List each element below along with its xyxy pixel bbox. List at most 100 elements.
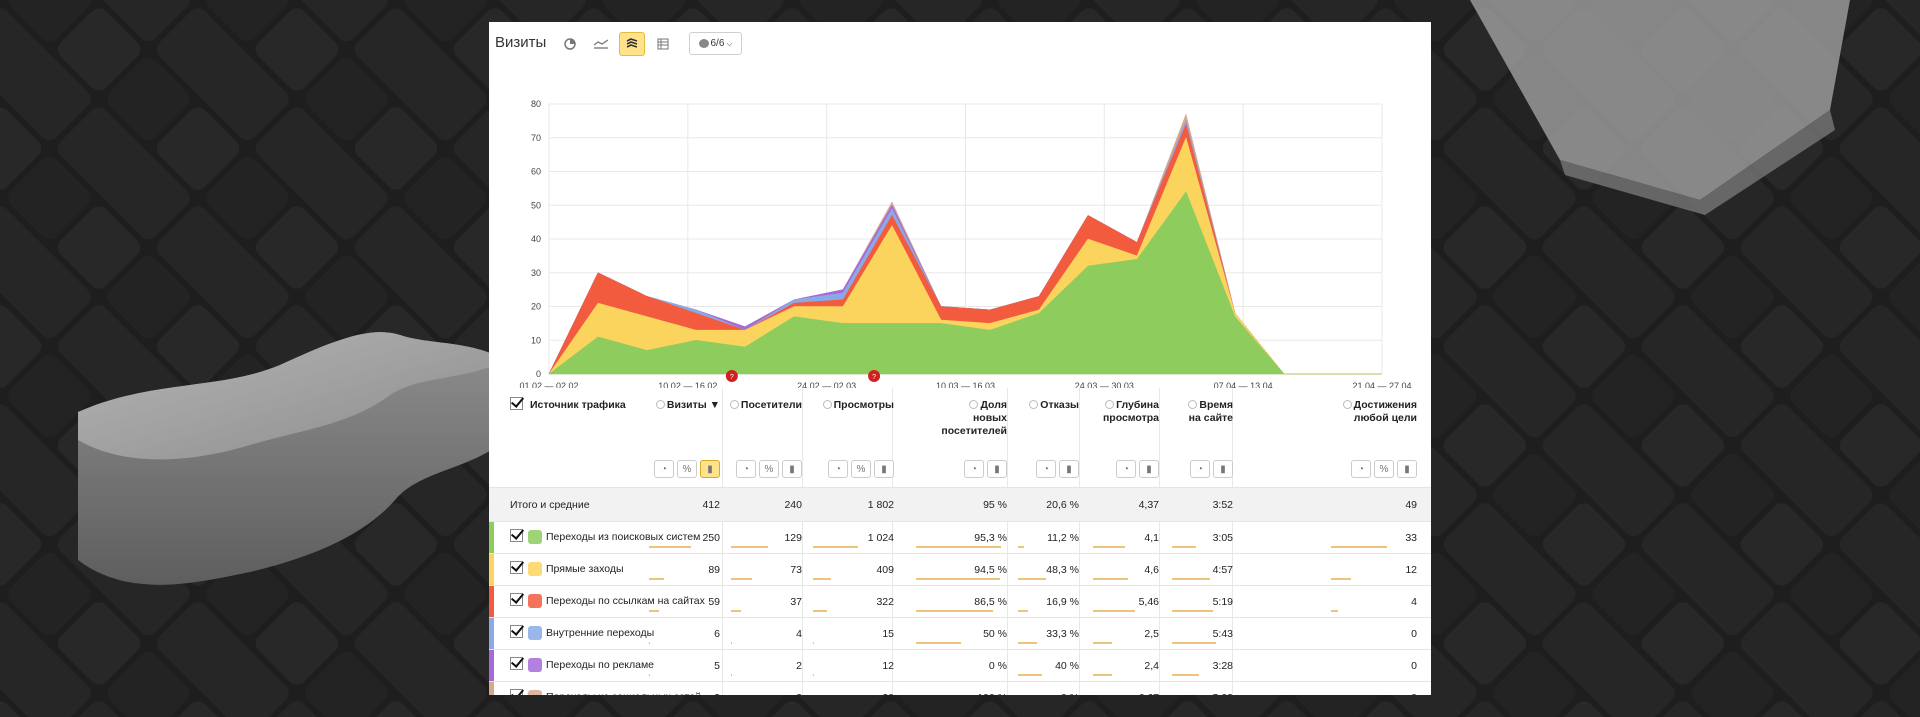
value-bar bbox=[1018, 642, 1037, 644]
row-cell: 2,5 bbox=[1144, 628, 1159, 640]
column-header-line: Отказы bbox=[1014, 399, 1079, 412]
column-view-switcher: ◔ ▮ bbox=[1190, 460, 1233, 478]
row-label[interactable]: Прямые заходы bbox=[546, 563, 624, 575]
row-checkbox[interactable] bbox=[510, 625, 523, 638]
row-cell: 2 bbox=[727, 692, 802, 695]
row-cell: 322 bbox=[876, 596, 894, 608]
row-checkbox[interactable] bbox=[510, 561, 523, 574]
percent-icon[interactable]: % bbox=[851, 460, 871, 478]
pie-chart-icon[interactable]: ◔ bbox=[964, 460, 984, 478]
column-header[interactable]: Визиты ▼ bbox=[645, 399, 720, 412]
value-bar bbox=[731, 578, 752, 580]
value-bar bbox=[649, 578, 664, 580]
row-cell: 129 bbox=[784, 532, 802, 544]
row-cell: 1 024 bbox=[867, 532, 894, 544]
bar-chart-icon[interactable]: ▮ bbox=[1397, 460, 1417, 478]
bar-chart-icon[interactable]: ▮ bbox=[1059, 460, 1079, 478]
y-tick-label: 0 bbox=[536, 369, 541, 379]
comment-marker-icon bbox=[725, 370, 738, 382]
row-cell: 12 bbox=[882, 660, 894, 672]
bar-chart-icon[interactable]: ▮ bbox=[987, 460, 1007, 478]
table-row[interactable]: Переходы из поисковых систем 250 129 1 024 9… bbox=[489, 521, 1431, 553]
column-separator bbox=[1007, 388, 1008, 695]
row-cell: 4 bbox=[1411, 596, 1417, 608]
select-all-checkbox[interactable] bbox=[510, 397, 523, 410]
column-header[interactable]: Посетители bbox=[727, 399, 802, 412]
link-icon bbox=[528, 594, 542, 608]
row-color-stripe bbox=[489, 586, 494, 617]
value-bar bbox=[649, 546, 691, 548]
ad-icon bbox=[528, 658, 542, 672]
percent-icon[interactable]: % bbox=[759, 460, 779, 478]
bar-chart-icon[interactable]: ▮ bbox=[700, 460, 720, 478]
row-label[interactable]: Переходы из поисковых систем bbox=[546, 531, 701, 543]
pie-chart-icon[interactable]: ◔ bbox=[1190, 460, 1210, 478]
percent-icon[interactable]: % bbox=[677, 460, 697, 478]
value-bar bbox=[1172, 674, 1199, 676]
column-header[interactable]: Отказы bbox=[1014, 399, 1079, 412]
line-chart-icon[interactable] bbox=[588, 32, 614, 56]
total-cell: 412 bbox=[702, 499, 720, 511]
row-cell: 6,67 bbox=[1089, 692, 1159, 695]
column-header[interactable]: Доля новых посетителей bbox=[912, 399, 1007, 438]
bar-chart-icon[interactable]: ▮ bbox=[1213, 460, 1233, 478]
paving-stone-photo bbox=[78, 332, 505, 585]
row-label[interactable]: Внутренние переходы bbox=[546, 627, 655, 639]
row-cell: 33,3 % bbox=[1046, 628, 1079, 640]
table-row[interactable]: Переходы из социальных сетей3 2 20 100 % 0 %… bbox=[489, 681, 1431, 695]
column-header-text: Просмотры bbox=[833, 399, 894, 411]
percent-icon[interactable]: % bbox=[1374, 460, 1394, 478]
pie-chart-icon[interactable]: ◔ bbox=[1351, 460, 1371, 478]
row-checkbox[interactable] bbox=[510, 529, 523, 542]
column-header-text: новых bbox=[972, 412, 1007, 424]
value-bar bbox=[916, 578, 1000, 580]
table-row[interactable]: Переходы по ссылкам на сайтах 59 37 322 86,5… bbox=[489, 585, 1431, 617]
row-checkbox[interactable] bbox=[510, 689, 523, 695]
table-view-icon[interactable] bbox=[650, 32, 676, 56]
row-cell: 0 % bbox=[1014, 692, 1079, 695]
table-row[interactable]: Переходы по рекламе 5 2 12 0 % 40 % 2,4 3:28 0 bbox=[489, 649, 1431, 681]
row-label[interactable]: Переходы по ссылкам на сайтах bbox=[546, 595, 705, 607]
pie-chart-icon[interactable]: ◔ bbox=[736, 460, 756, 478]
row-label[interactable]: Переходы по рекламе bbox=[546, 659, 655, 671]
row-cell: 40 % bbox=[1055, 660, 1079, 672]
pie-chart-icon[interactable]: ◔ bbox=[828, 460, 848, 478]
pie-chart-icon[interactable]: ◔ bbox=[1116, 460, 1136, 478]
pie-chart-icon-glyph: ◔ bbox=[970, 463, 978, 475]
value-bar bbox=[649, 642, 650, 644]
column-header[interactable]: Просмотры bbox=[809, 399, 894, 412]
row-checkbox[interactable] bbox=[510, 657, 523, 670]
bar-chart-icon[interactable]: ▮ bbox=[782, 460, 802, 478]
bar-chart-icon[interactable]: ▮ bbox=[1139, 460, 1159, 478]
value-bar bbox=[649, 674, 650, 676]
row-cell: 4:57 bbox=[1212, 564, 1233, 576]
row-cell: 59 bbox=[708, 596, 720, 608]
row-color-stripe bbox=[489, 618, 494, 649]
row-label[interactable]: Переходы из социальных сетей bbox=[546, 691, 701, 695]
visits-stacked-area-chart: 0 10 20 30 40 50 60 70 80 01.02 — 02.02 10.02 — 16… bbox=[519, 99, 1411, 388]
stacked-area-icon[interactable] bbox=[619, 32, 645, 56]
column-header[interactable]: Время на сайте bbox=[1168, 399, 1233, 425]
total-cell: 49 bbox=[1405, 499, 1417, 511]
pie-chart-icon[interactable]: ◔ bbox=[654, 460, 674, 478]
dimension-header[interactable]: Источник трафика bbox=[530, 399, 626, 411]
column-header[interactable]: Глубина просмотра bbox=[1089, 399, 1159, 425]
column-header[interactable]: Достижения любой цели bbox=[1327, 399, 1417, 425]
value-bar bbox=[1172, 642, 1216, 644]
segments-dropdown[interactable]: 6/6 ⌵ bbox=[689, 32, 742, 55]
bar-chart-icon[interactable]: ▮ bbox=[874, 460, 894, 478]
table-row[interactable]: Прямые заходы 89 73 409 94,5 % 48,3 % 4,6 4:57 1… bbox=[489, 553, 1431, 585]
x-tick-label: 24.02 — 02.03 bbox=[797, 381, 856, 388]
pie-chart-icon-glyph: ◔ bbox=[1357, 463, 1365, 475]
comment-marker-label: ? bbox=[730, 374, 734, 381]
value-bar bbox=[813, 674, 814, 676]
row-color-stripe bbox=[489, 682, 494, 695]
pie-chart-icon[interactable] bbox=[557, 32, 583, 56]
pie-chart-icon[interactable]: ◔ bbox=[1036, 460, 1056, 478]
help-icon bbox=[1105, 400, 1115, 409]
column-separator bbox=[722, 388, 723, 695]
totals-row: Итого и средние 412 240 1 802 95 % 20,6 % 4,37… bbox=[489, 487, 1431, 521]
row-checkbox[interactable] bbox=[510, 593, 523, 606]
table-row[interactable]: Внутренние переходы 6 4 15 50 % 33,3 % 2,5 5:43… bbox=[489, 617, 1431, 649]
y-tick-label: 40 bbox=[531, 234, 541, 244]
